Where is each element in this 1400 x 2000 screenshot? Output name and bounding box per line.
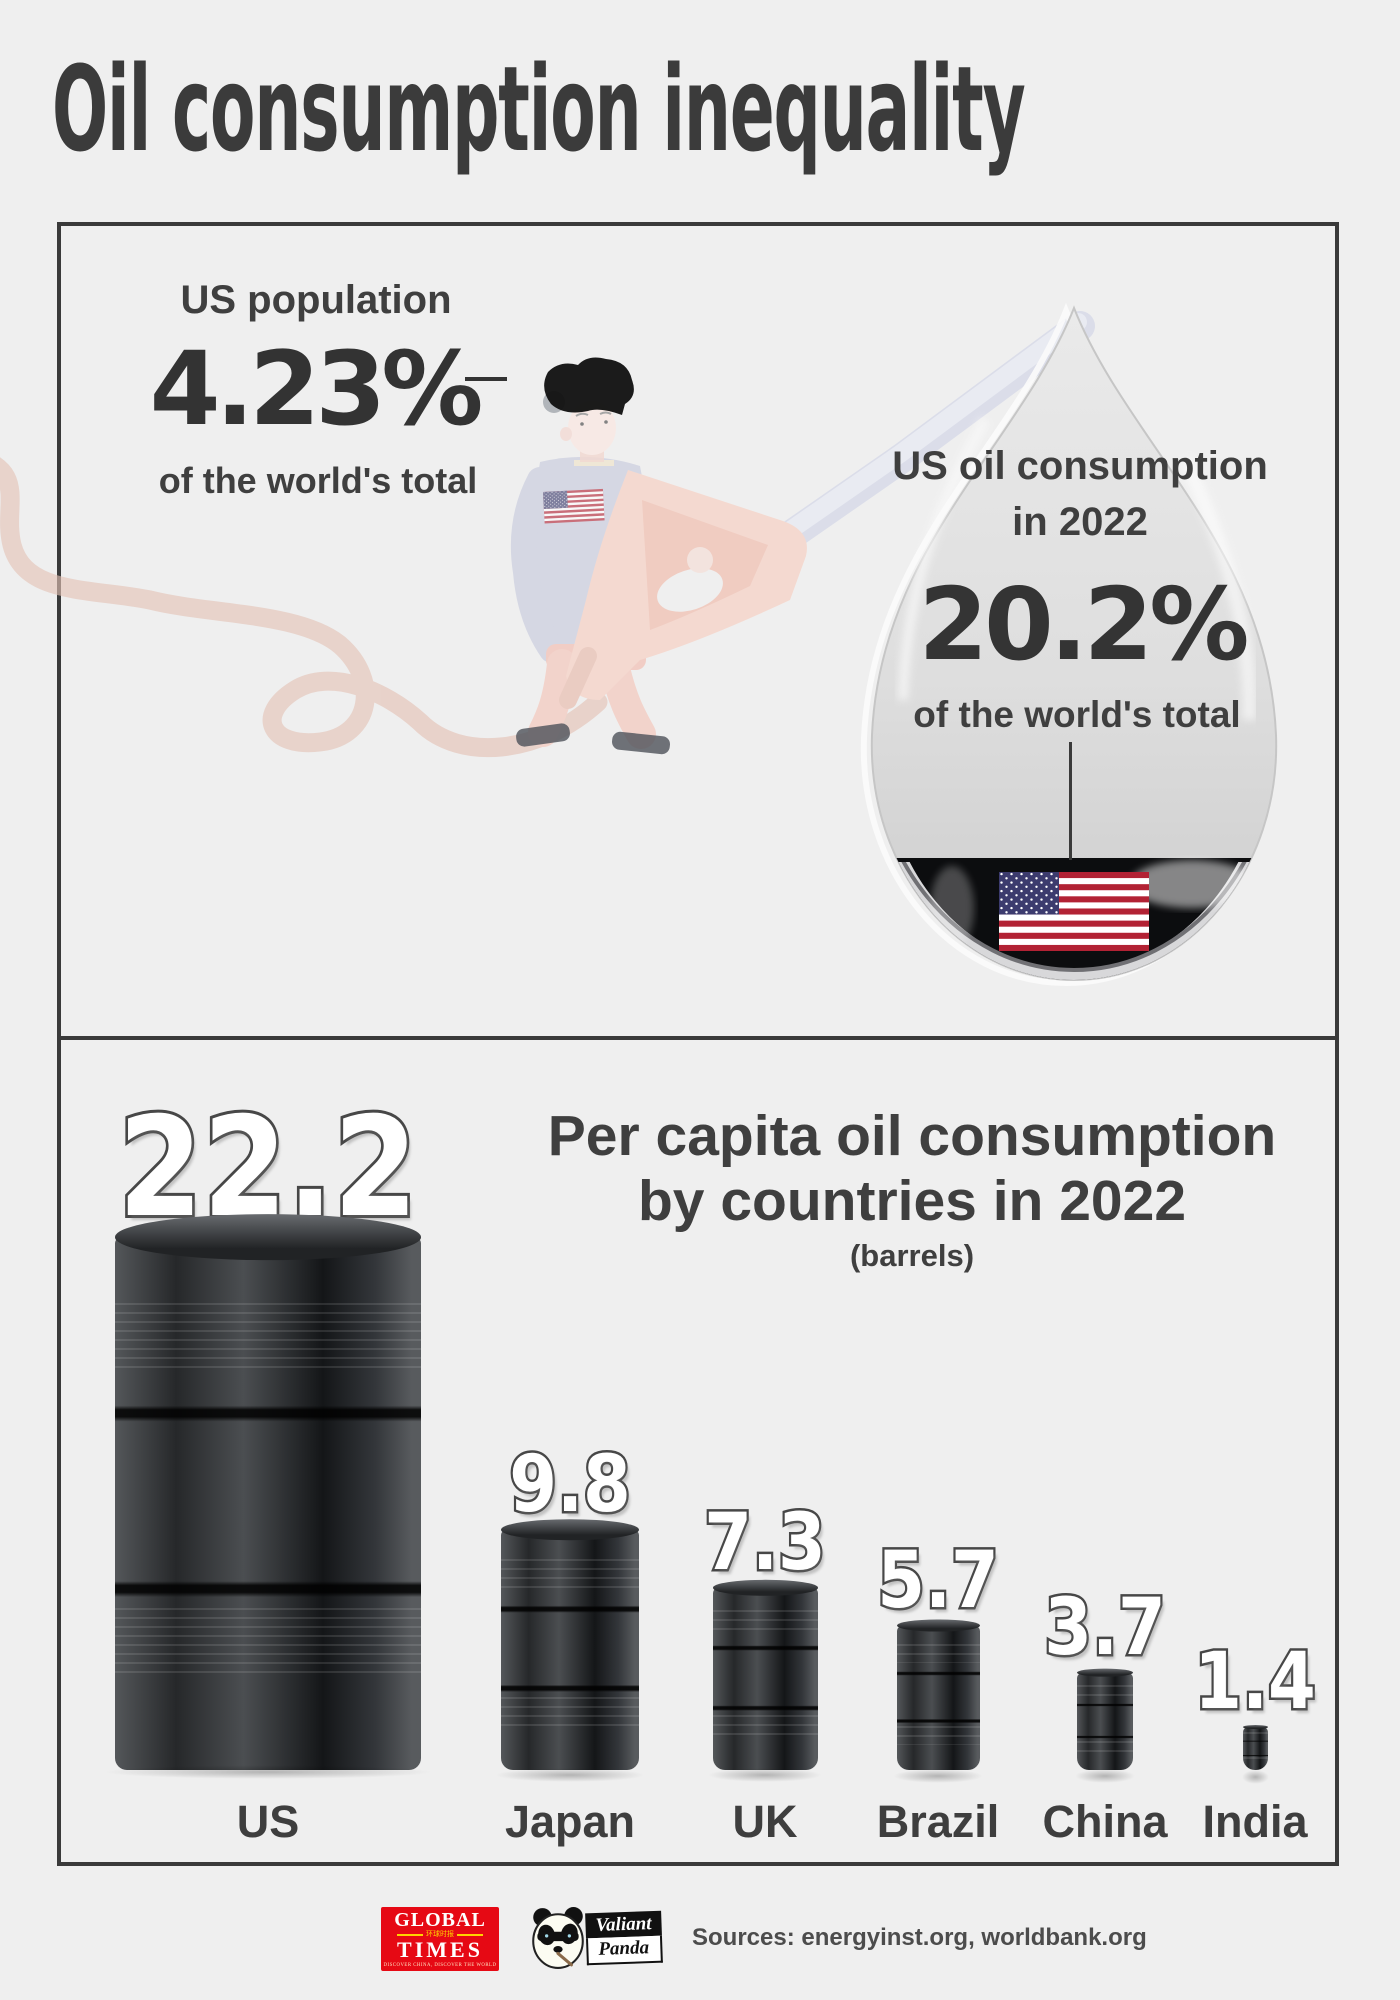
bar-value-label: 1.4 bbox=[1192, 1635, 1318, 1730]
bar-category-label: India bbox=[1202, 1796, 1308, 1847]
global-times-chinese: 环球时报 bbox=[426, 1930, 454, 1938]
bar-category-label: US bbox=[236, 1796, 300, 1847]
chart-heading-line2: by countries in 2022 bbox=[637, 1169, 1187, 1233]
oil-barrel bbox=[495, 1530, 645, 1782]
chart-heading-line1: Per capita oil consumption bbox=[547, 1104, 1277, 1168]
page-title: Oil consumption inequality bbox=[52, 40, 1026, 178]
us-population-label: US population bbox=[180, 278, 452, 322]
oil-barrel bbox=[708, 1588, 822, 1783]
global-times-logo: GLOBAL 环球时报 TIMES DISCOVER CHINA, DISCOV… bbox=[381, 1907, 499, 1971]
per-capita-chart-panel bbox=[57, 1036, 1339, 1866]
bar-category-label: Brazil bbox=[876, 1796, 1000, 1847]
oil-barrel bbox=[102, 1238, 434, 1779]
global-times-word1: GLOBAL bbox=[394, 1909, 486, 1931]
chart-unit-note: (barrels) bbox=[849, 1238, 975, 1273]
oil-barrel bbox=[1074, 1673, 1136, 1784]
bar-value-label: 5.7 bbox=[875, 1534, 1001, 1629]
panda-icon bbox=[532, 1907, 584, 1969]
bar-value-label: 9.8 bbox=[507, 1438, 633, 1533]
panda-word: Panda bbox=[585, 1935, 663, 1966]
bar-category-label: Japan bbox=[504, 1796, 636, 1847]
global-times-tagline: DISCOVER CHINA, DISCOVER THE WORLD bbox=[383, 1963, 497, 1968]
sources-text: Sources: energyinst.org, worldbank.org bbox=[692, 1924, 1147, 1951]
valiant-panda-logo: Valiant Panda bbox=[530, 1906, 663, 1970]
us-population-value: 4.23% bbox=[149, 330, 484, 449]
global-times-word2: TIMES bbox=[397, 1937, 483, 1962]
global-times-divider: 环球时报 bbox=[397, 1930, 483, 1939]
oil-barrel bbox=[893, 1626, 983, 1783]
bar-category-label: UK bbox=[732, 1796, 798, 1847]
leader-dash bbox=[465, 377, 507, 381]
bar-value-label: 3.7 bbox=[1042, 1581, 1168, 1676]
valiant-word: Valiant bbox=[585, 1910, 662, 1939]
oil-barrel bbox=[1241, 1727, 1269, 1784]
bar-category-label: China bbox=[1042, 1796, 1168, 1847]
bar-value-label: 7.3 bbox=[702, 1496, 828, 1591]
valiant-panda-wordmark: Valiant Panda bbox=[585, 1910, 663, 1966]
